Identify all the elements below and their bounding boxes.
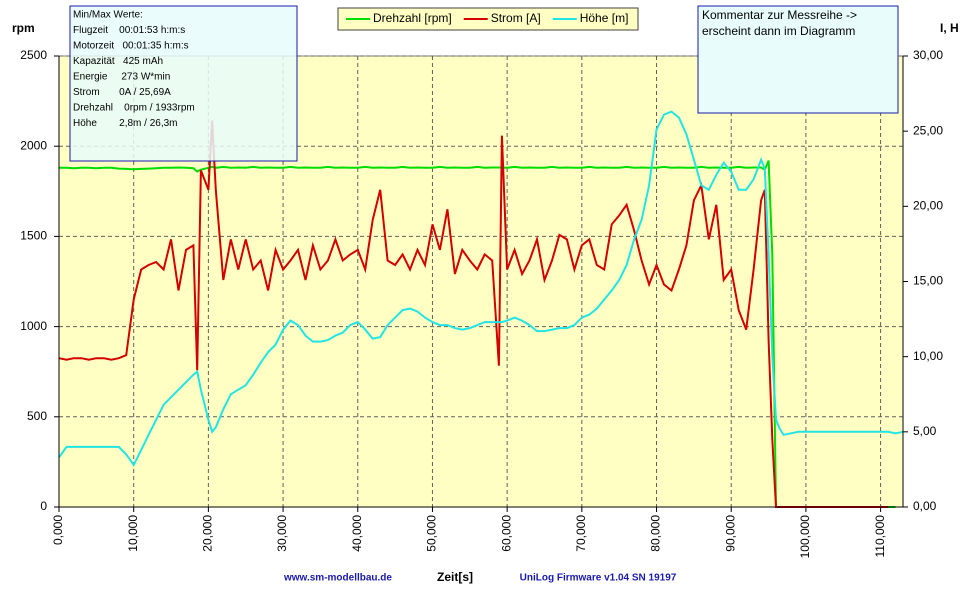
lines	[58, 110, 904, 508]
comment-line: erscheint dann im Diagramm	[702, 24, 855, 38]
y-tick-label: 2500	[20, 48, 47, 62]
series-line	[58, 110, 904, 467]
legend-items: Drehzahl [rpm] Strom [A] Höhe [m]	[346, 11, 628, 25]
y-tick-label: 2000	[20, 138, 47, 152]
x-tick-label: 80,000	[649, 515, 663, 552]
x-tick-label: 90,000	[723, 515, 737, 552]
x-tick-label: 20,000	[201, 515, 215, 552]
info-line: Min/Max Werte:	[73, 10, 143, 21]
y2-tick-label: 20,00	[913, 199, 943, 213]
x-tick-label: 50,000	[425, 515, 439, 552]
comment-box	[697, 5, 899, 114]
axes: 0 500 1000 1500 2000 2500 0,00 5,00 10,00 15,00 20…	[20, 48, 943, 558]
y2-tick-label: 25,00	[913, 123, 943, 137]
footer-left: www.sm-modellbau.de	[283, 573, 392, 584]
legend-label: Höhe [m]	[580, 11, 629, 25]
x-tick-label: 100,000	[798, 515, 812, 559]
series-line	[59, 160, 896, 508]
y-axis-label: rpm	[12, 21, 35, 35]
info-line: Kapazität 425 mAh	[73, 56, 163, 67]
legend	[337, 7, 639, 31]
y-tick-label: 1500	[20, 229, 47, 243]
legend-label: Strom [A]	[491, 11, 541, 25]
legend-label: Drehzahl [rpm]	[373, 11, 452, 25]
y2-tick-label: 15,00	[913, 274, 943, 288]
info-line: Drehzahl 0rpm / 1933rpm	[73, 103, 195, 114]
info-line: Strom 0A / 25,69A	[73, 87, 171, 98]
y2-tick-label: 30,00	[913, 48, 943, 62]
info-line: Motorzeit 00:01:35 h:m:s	[73, 41, 189, 52]
x-axis-label: Zeit[s]	[437, 570, 473, 584]
y2-tick-label: 5,00	[913, 424, 937, 438]
y2-tick-label: 0,00	[913, 499, 937, 513]
x-tick-label: 10,000	[126, 515, 140, 552]
y-tick-label: 500	[27, 409, 47, 423]
comment-text: Kommentar zur Messreihe -> erscheint dann…	[702, 8, 857, 38]
y2-axis-label: I, H	[940, 21, 959, 35]
info-line: Energie 273 W*min	[73, 72, 170, 83]
info-line: Flugzeit 00:01:53 h:m:s	[73, 25, 185, 36]
x-tick-label: 70,000	[574, 515, 588, 552]
y2-tick-label: 10,00	[913, 349, 943, 363]
y-tick-label: 1000	[20, 319, 47, 333]
comment-line: Kommentar zur Messreihe ->	[702, 8, 857, 22]
series-line	[58, 120, 889, 508]
x-tick-label: 30,000	[275, 515, 289, 552]
x-tick-label: 40,000	[350, 515, 364, 552]
x-tick-label: 0,000	[51, 515, 65, 545]
footer-right: UniLog Firmware v1.04 SN 19197	[520, 573, 677, 584]
info-box	[69, 5, 298, 162]
info-text: Min/Max Werte: Flugzeit 00:01:53 h:m:s Mot…	[73, 10, 195, 130]
x-tick-label: 110,000	[873, 515, 887, 558]
x-tick-label: 60,000	[499, 515, 513, 552]
info-line: Höhe 2,8m / 26,3m	[73, 118, 178, 129]
y-tick-label: 0	[40, 499, 47, 513]
